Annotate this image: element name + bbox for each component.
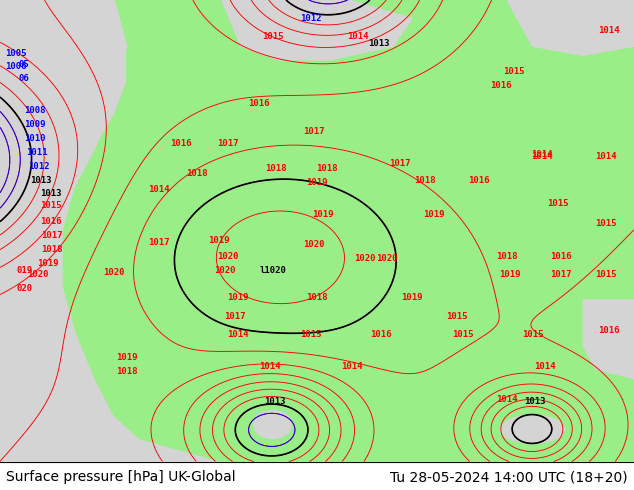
Text: 1018: 1018 (186, 169, 207, 177)
Text: Surface pressure [hPa] UK-Global: Surface pressure [hPa] UK-Global (6, 470, 236, 484)
Text: 1014: 1014 (598, 25, 619, 34)
Text: 1015: 1015 (40, 201, 61, 210)
Text: 1017: 1017 (224, 312, 245, 320)
Text: 1019: 1019 (37, 259, 58, 268)
Text: 1015: 1015 (452, 330, 474, 339)
Text: 1019: 1019 (424, 210, 445, 219)
Text: 1016: 1016 (550, 252, 572, 261)
Text: 1016: 1016 (370, 330, 391, 339)
Text: 1018: 1018 (496, 252, 518, 261)
Text: 1014: 1014 (148, 185, 169, 194)
Text: 1014: 1014 (347, 32, 369, 42)
Text: 1009: 1009 (24, 120, 46, 129)
Text: 1015: 1015 (300, 330, 321, 339)
Text: 1019: 1019 (313, 210, 334, 219)
Text: 1017: 1017 (41, 231, 63, 240)
Text: 1010: 1010 (24, 134, 46, 143)
Text: 1015: 1015 (503, 67, 524, 76)
Text: 1018: 1018 (306, 293, 328, 302)
Text: 1019: 1019 (208, 236, 230, 245)
Text: 1015: 1015 (595, 270, 616, 279)
Polygon shape (583, 300, 634, 378)
Text: 1020: 1020 (214, 266, 236, 274)
Text: 1014: 1014 (531, 150, 553, 159)
Text: 1005: 1005 (5, 49, 27, 58)
Text: 1020: 1020 (354, 254, 375, 263)
Text: 020: 020 (16, 284, 32, 293)
Text: 1013: 1013 (264, 397, 285, 406)
Text: 1017: 1017 (217, 139, 239, 147)
Text: 1013: 1013 (524, 397, 545, 406)
Text: 1016: 1016 (468, 175, 489, 185)
Text: 1014: 1014 (259, 363, 280, 371)
Text: 1019: 1019 (500, 270, 521, 279)
Text: 1006: 1006 (5, 62, 27, 72)
Text: 1008: 1008 (24, 106, 46, 115)
Text: 1013: 1013 (30, 175, 52, 185)
Text: 1020: 1020 (376, 254, 398, 263)
Ellipse shape (501, 416, 564, 443)
Text: 1015: 1015 (547, 198, 569, 208)
Text: 1018: 1018 (265, 164, 287, 173)
Text: 1014: 1014 (534, 363, 556, 371)
Text: 1017: 1017 (148, 238, 169, 247)
Text: 1020: 1020 (217, 252, 239, 261)
Text: 1014: 1014 (531, 152, 553, 161)
Text: 1017: 1017 (389, 159, 410, 169)
Text: 1016: 1016 (490, 81, 512, 90)
Text: 1016: 1016 (248, 99, 269, 108)
Text: 1015: 1015 (595, 220, 616, 228)
Text: l1020: l1020 (260, 266, 287, 274)
Text: 1018: 1018 (41, 245, 63, 254)
Text: 1015: 1015 (446, 312, 467, 320)
Text: 1012: 1012 (300, 14, 321, 23)
Text: 1014: 1014 (496, 395, 518, 404)
Text: 1017: 1017 (550, 270, 572, 279)
Text: 1019: 1019 (227, 293, 249, 302)
Text: 1013: 1013 (368, 39, 390, 49)
Text: 1020: 1020 (103, 268, 125, 277)
Text: 1017: 1017 (303, 127, 325, 136)
Polygon shape (63, 0, 634, 462)
Ellipse shape (254, 411, 292, 439)
Text: 1019: 1019 (306, 178, 328, 187)
Text: 1015: 1015 (262, 32, 283, 42)
Text: 1016: 1016 (40, 217, 61, 226)
Text: 1020: 1020 (303, 240, 325, 249)
Text: 06: 06 (19, 74, 29, 83)
Text: 1014: 1014 (341, 363, 363, 371)
Text: 019: 019 (16, 266, 32, 274)
Text: 1016: 1016 (170, 139, 191, 147)
Text: 1019: 1019 (116, 353, 138, 362)
Text: 1014: 1014 (227, 330, 249, 339)
Text: 1016: 1016 (598, 325, 619, 335)
Text: 05: 05 (19, 60, 29, 69)
Polygon shape (0, 0, 127, 425)
Text: 1020: 1020 (27, 270, 49, 279)
Text: 1011: 1011 (26, 148, 48, 157)
Text: 1018: 1018 (414, 175, 436, 185)
Text: 1013: 1013 (40, 189, 61, 198)
Text: Tu 28-05-2024 14:00 UTC (18+20): Tu 28-05-2024 14:00 UTC (18+20) (390, 470, 628, 484)
Text: 1019: 1019 (401, 293, 423, 302)
Polygon shape (222, 0, 412, 60)
Text: 1018: 1018 (316, 164, 337, 173)
Text: 1014: 1014 (595, 152, 616, 161)
Text: 1018: 1018 (116, 367, 138, 376)
Text: 1015: 1015 (522, 330, 543, 339)
Text: 1012: 1012 (29, 162, 50, 171)
Polygon shape (507, 0, 634, 55)
